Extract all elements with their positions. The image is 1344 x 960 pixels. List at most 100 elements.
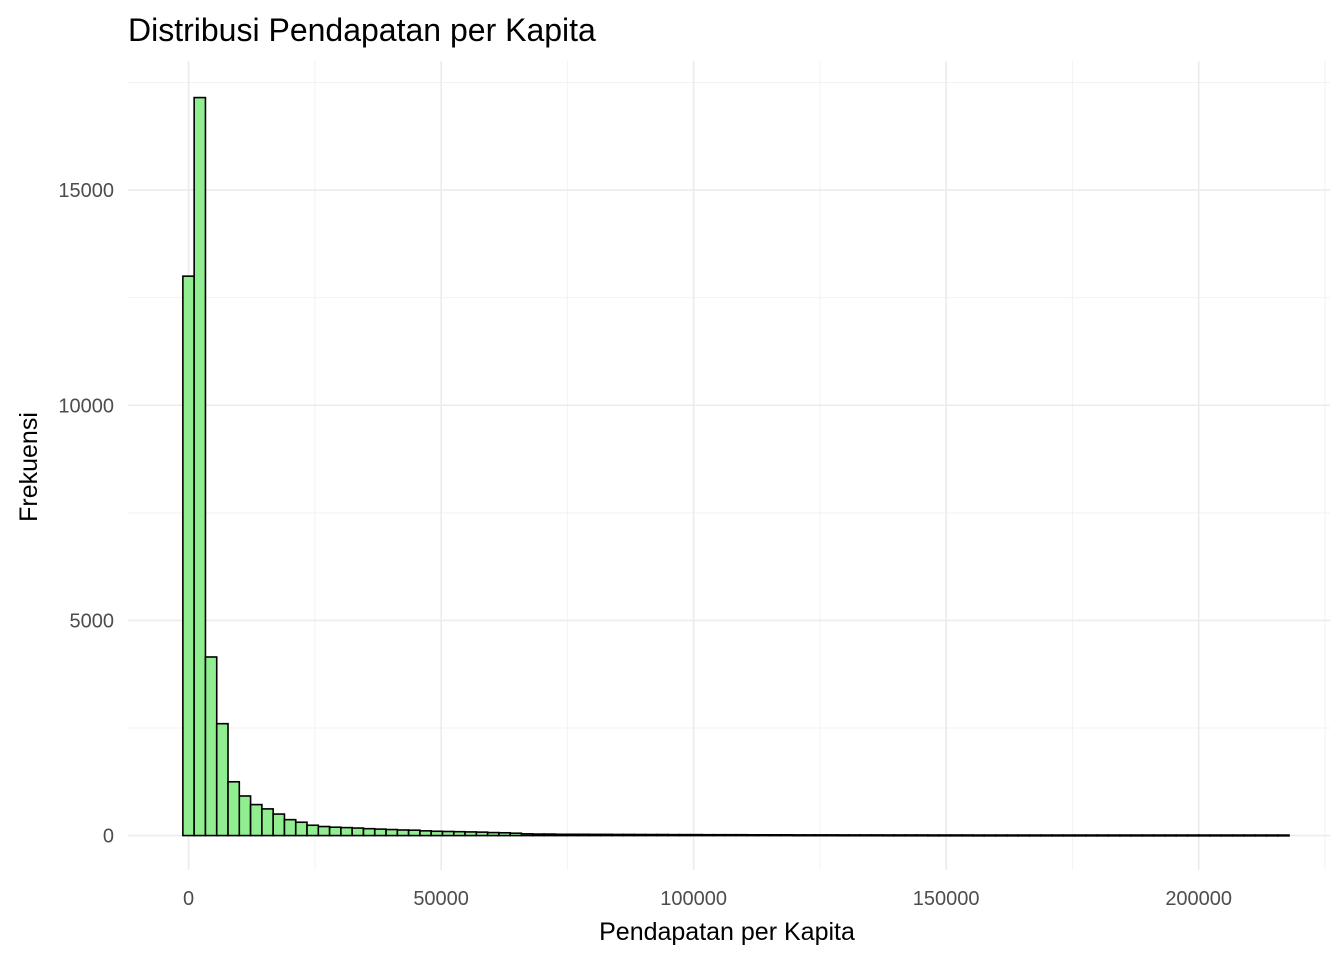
histogram-bar [915, 834, 929, 837]
histogram-bar [430, 830, 444, 837]
histogram-bar [870, 834, 884, 837]
histogram-bar [1017, 834, 1031, 837]
histogram-bar [780, 833, 794, 837]
histogram-bar [249, 803, 263, 837]
histogram-bar [949, 834, 963, 837]
histogram-bar [396, 829, 410, 837]
histogram-bar [204, 656, 218, 837]
x-tick-label: 50000 [413, 888, 469, 910]
histogram-bar [1254, 834, 1268, 837]
chart-title: Distribusi Pendapatan per Kapita [128, 12, 596, 48]
histogram-bar [531, 833, 545, 837]
histogram-bar [633, 833, 647, 837]
histogram-bar [351, 827, 365, 837]
histogram-bar [1039, 834, 1053, 837]
histogram-bar [1051, 834, 1065, 837]
histogram-bar [1107, 834, 1121, 837]
y-axis-title: Frekuensi [15, 412, 43, 522]
histogram-bar [994, 834, 1008, 837]
histogram-bar [272, 813, 286, 837]
x-tick-label: 200000 [1165, 888, 1232, 910]
histogram-bar [1028, 834, 1042, 837]
histogram-bar [656, 833, 670, 837]
x-axis-title: Pendapatan per Kapita [599, 918, 855, 946]
histogram-bar [927, 834, 940, 837]
x-tick-label: 0 [183, 888, 194, 910]
histogram-bar [1220, 834, 1234, 837]
histogram-bar [983, 834, 997, 837]
histogram-bar [362, 827, 376, 837]
histogram-bar [486, 831, 500, 837]
histogram-bar [701, 833, 715, 837]
histogram-bar [667, 833, 681, 837]
histogram-bar [193, 96, 207, 837]
histogram-bar [881, 834, 895, 837]
histogram-bar [599, 833, 613, 837]
histogram-bar [1096, 834, 1110, 837]
histogram-bar [294, 821, 308, 837]
histogram-bar [340, 826, 353, 837]
histogram-bar [622, 833, 636, 837]
histogram-bar [498, 831, 512, 837]
histogram-bar [735, 833, 749, 837]
histogram-bar [1209, 834, 1223, 837]
histogram-bar [1231, 834, 1245, 837]
y-tick-label: 15000 [58, 180, 114, 202]
histogram-bar [1186, 834, 1200, 837]
histogram-bar [712, 833, 726, 837]
y-tick-labels: 0 5000 10000 15000 [58, 180, 114, 847]
histogram-bar [1085, 834, 1098, 837]
histogram-bar [1118, 834, 1132, 837]
histogram-bar [1152, 834, 1166, 837]
histogram-bar [543, 833, 557, 837]
histogram-bar [215, 722, 229, 837]
histogram-bar [1265, 834, 1279, 837]
histogram-bar [227, 780, 241, 837]
histogram-bar [1062, 834, 1076, 837]
histogram-bar [373, 828, 387, 837]
histogram-bar [825, 834, 839, 837]
histogram-bar [757, 833, 771, 837]
histogram-bar [283, 818, 297, 837]
grid-lines [128, 61, 1330, 870]
y-tick-label: 5000 [70, 610, 115, 632]
histogram-bars [182, 96, 1290, 837]
histogram-bar [1164, 834, 1177, 837]
histogram-bar [848, 834, 861, 837]
histogram-bar [938, 834, 952, 837]
histogram-bar [1141, 834, 1155, 837]
histogram-bar [859, 834, 873, 837]
histogram-bar [464, 831, 478, 837]
x-tick-labels: 0 50000 100000 150000 200000 [183, 888, 1232, 910]
histogram-bar [769, 833, 782, 837]
histogram-bar [419, 830, 432, 837]
histogram-bar [893, 834, 907, 837]
histogram-bar [814, 834, 828, 837]
histogram-bar [610, 833, 624, 837]
histogram-bar [317, 825, 331, 837]
histogram-bar [1276, 834, 1290, 837]
histogram-bar [577, 833, 591, 837]
histogram-bar [182, 275, 195, 837]
x-tick-label: 100000 [660, 888, 727, 910]
histogram-bar [723, 833, 737, 837]
histogram-bar [904, 834, 918, 837]
histogram-bar [328, 826, 342, 837]
histogram-bar [836, 834, 850, 837]
histogram-bar [1130, 834, 1144, 837]
histogram-bar [1243, 834, 1256, 837]
histogram-bar [644, 833, 658, 837]
histogram-bar [960, 834, 974, 837]
histogram-bar [520, 833, 534, 837]
histogram-bar [588, 833, 602, 837]
histogram-bar [407, 829, 421, 837]
histogram-bar [690, 833, 703, 837]
x-tick-label: 150000 [913, 888, 980, 910]
histogram-bar [1073, 834, 1087, 837]
histogram-bar [791, 834, 805, 837]
histogram-bar [972, 834, 986, 837]
y-tick-label: 10000 [58, 395, 114, 417]
histogram-bar [1006, 834, 1019, 837]
histogram-bar [565, 833, 579, 837]
